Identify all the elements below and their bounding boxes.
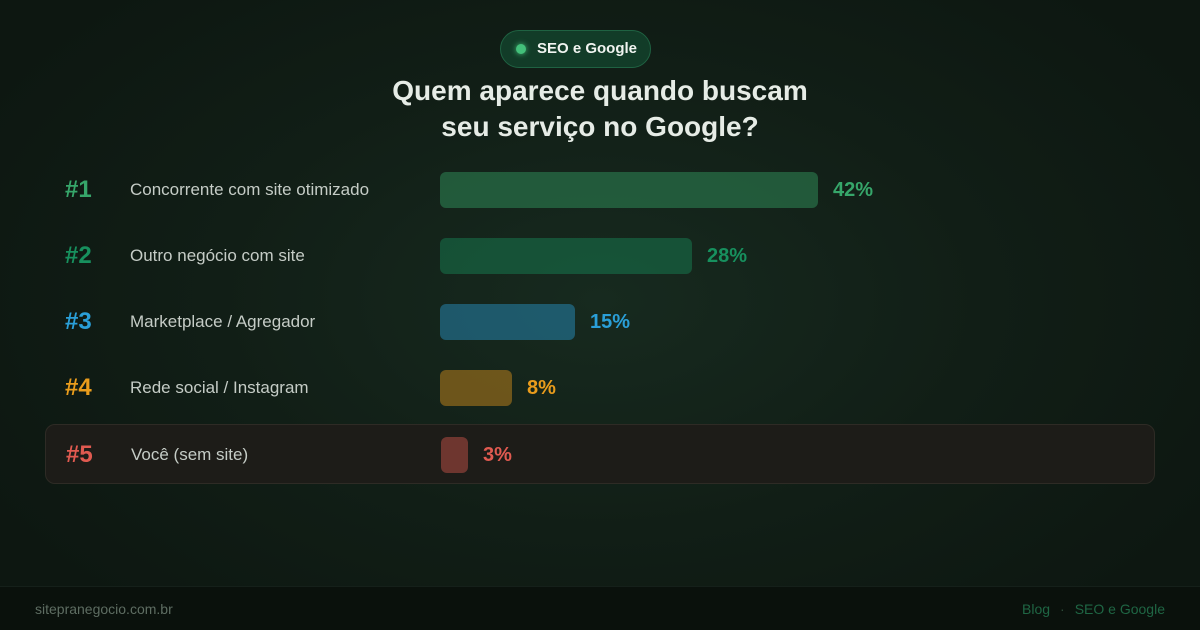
value-label: 28% <box>707 245 748 267</box>
value-label: 8% <box>527 377 556 399</box>
rank: #1 <box>65 176 92 203</box>
chart-title: Quem aparece quando buscam seu serviço n… <box>392 75 808 142</box>
rank: #2 <box>65 242 92 269</box>
breadcrumb: SEO e Google <box>1050 601 1165 617</box>
value-label: 3% <box>483 444 512 466</box>
value-label: 42% <box>833 179 874 201</box>
site-name: sitepranegocio.com.br <box>35 601 173 617</box>
rank: #5 <box>66 441 93 468</box>
footer: sitepranegocio.com.br BlogSEO e Google <box>0 586 1200 630</box>
category-label: Rede social / Instagram <box>130 378 309 397</box>
category-label: Outro negócio com site <box>130 246 305 265</box>
category-label: Você (sem site) <box>131 445 249 464</box>
bar <box>441 437 468 473</box>
category-label: Concorrente com site otimizado <box>130 180 370 199</box>
category-label: Marketplace / Agregador <box>130 312 316 331</box>
row: #2 Outro negócio com site 28% <box>45 226 1155 286</box>
breadcrumb: Blog <box>1022 601 1051 617</box>
bar <box>440 238 692 274</box>
bar <box>440 370 512 406</box>
bar <box>440 172 818 208</box>
row: #5 Você (sem site) 3% <box>45 424 1155 484</box>
row: #4 Rede social / Instagram 8% <box>45 358 1155 418</box>
badge: SEO e Google <box>500 30 652 68</box>
rank: #3 <box>65 308 92 335</box>
breadcrumbs: BlogSEO e Google <box>1022 587 1165 630</box>
bar <box>440 304 575 340</box>
rank: #4 <box>65 374 92 401</box>
row: #1 Concorrente com site otimizado 42% <box>45 160 1155 220</box>
row: #3 Marketplace / Agregador 15% <box>45 292 1155 352</box>
value-label: 15% <box>590 311 631 333</box>
